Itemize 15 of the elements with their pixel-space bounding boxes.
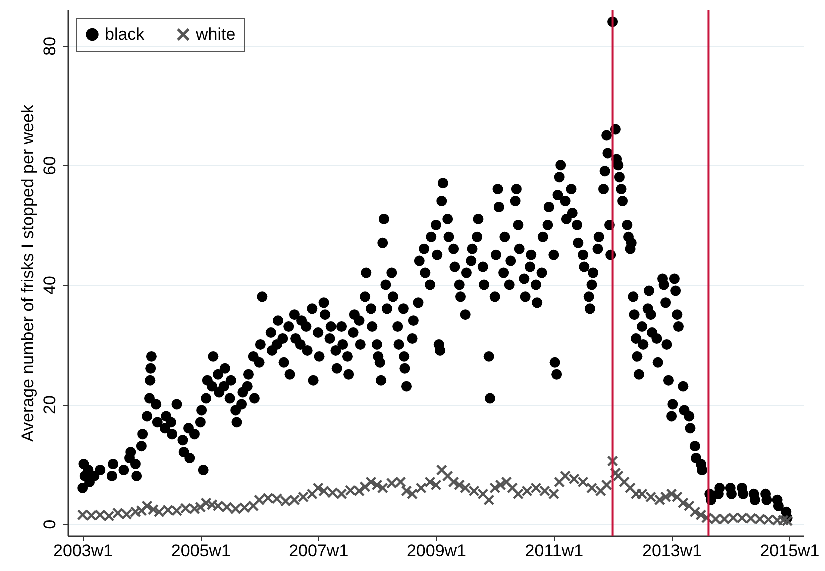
x-tick-label: 2013w1 xyxy=(642,542,702,560)
x-tick-label: 2015w1 xyxy=(760,542,820,560)
y-tick-label: 0 xyxy=(40,520,60,530)
y-tick-label: 20 xyxy=(40,396,60,414)
y-tick-label: 80 xyxy=(40,36,60,56)
legend-label: white xyxy=(195,24,236,44)
y-axis-title: Average number of frisks I stopped per week xyxy=(18,104,38,442)
x-tick-label: 2007w1 xyxy=(289,542,349,560)
x-tick-label: 2005w1 xyxy=(171,542,231,560)
x-tick-label: 2003w1 xyxy=(54,542,114,560)
y-tick-label: 40 xyxy=(40,276,60,295)
x-tick-label: 2009w1 xyxy=(406,542,467,560)
legend-label: black xyxy=(105,24,146,44)
y-tick-label: 60 xyxy=(40,156,60,176)
x-tick-label: 2011w1 xyxy=(525,542,584,560)
